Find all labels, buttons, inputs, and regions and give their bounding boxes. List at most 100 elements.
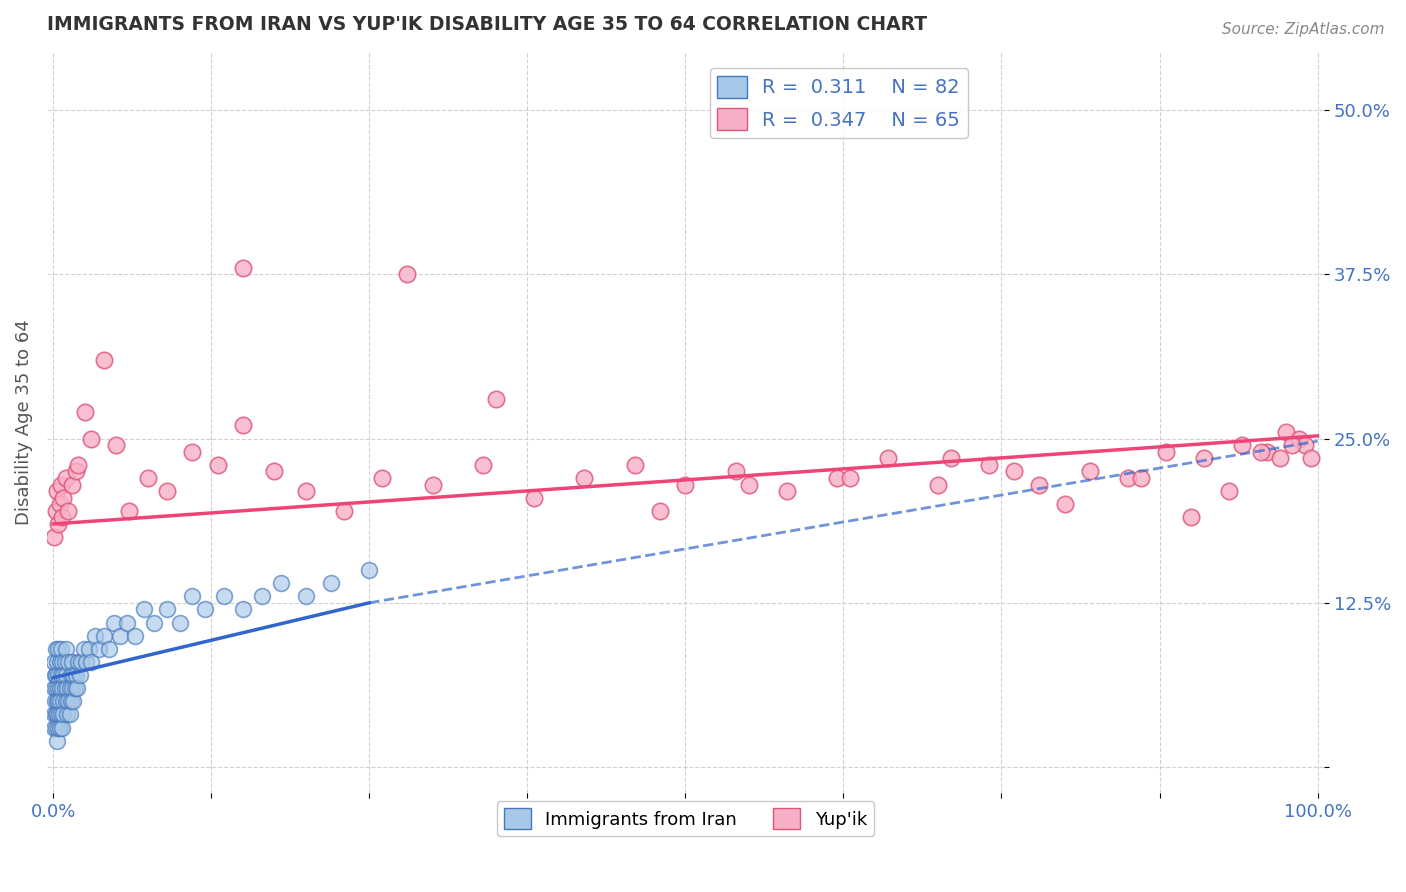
Point	[84, 629, 107, 643]
Point	[927, 477, 949, 491]
Point	[49, 641, 72, 656]
Point	[44, 668, 66, 682]
Point	[93, 629, 115, 643]
Point	[396, 267, 419, 281]
Point	[42, 707, 65, 722]
Point	[60, 681, 83, 696]
Point	[156, 602, 179, 616]
Point	[52, 707, 75, 722]
Point	[48, 707, 70, 722]
Point	[44, 694, 66, 708]
Point	[1002, 464, 1025, 478]
Point	[724, 464, 747, 478]
Point	[212, 589, 235, 603]
Point	[143, 615, 166, 630]
Point	[87, 641, 110, 656]
Point	[181, 589, 204, 603]
Point	[624, 458, 647, 472]
Point	[1301, 451, 1323, 466]
Point	[67, 655, 90, 669]
Point	[51, 655, 73, 669]
Point	[46, 694, 69, 708]
Point	[48, 694, 70, 708]
Point	[49, 668, 72, 682]
Point	[232, 418, 254, 433]
Point	[59, 694, 82, 708]
Point	[1078, 464, 1101, 478]
Point	[44, 681, 66, 696]
Point	[62, 694, 84, 708]
Point	[53, 681, 76, 696]
Point	[75, 655, 97, 669]
Point	[55, 694, 77, 708]
Point	[44, 655, 66, 669]
Point	[1218, 484, 1240, 499]
Point	[472, 458, 495, 472]
Point	[1053, 497, 1076, 511]
Point	[118, 504, 141, 518]
Point	[333, 504, 356, 518]
Point	[1281, 438, 1303, 452]
Point	[55, 641, 77, 656]
Point	[1230, 438, 1253, 452]
Point	[70, 655, 93, 669]
Point	[52, 668, 75, 682]
Point	[1192, 451, 1215, 466]
Point	[46, 681, 69, 696]
Point	[56, 707, 79, 722]
Point	[45, 707, 67, 722]
Point	[97, 641, 120, 656]
Point	[232, 602, 254, 616]
Point	[263, 464, 285, 478]
Point	[58, 655, 80, 669]
Point	[134, 602, 156, 616]
Point	[232, 260, 254, 275]
Point	[250, 589, 273, 603]
Point	[1294, 438, 1316, 452]
Point	[80, 655, 103, 669]
Point	[93, 352, 115, 367]
Point	[69, 668, 91, 682]
Point	[485, 392, 508, 406]
Point	[51, 721, 73, 735]
Point	[103, 615, 125, 630]
Point	[1116, 471, 1139, 485]
Point	[295, 589, 318, 603]
Point	[44, 530, 66, 544]
Point	[55, 471, 77, 485]
Point	[422, 477, 444, 491]
Point	[775, 484, 797, 499]
Point	[46, 516, 69, 531]
Point	[48, 721, 70, 735]
Point	[169, 615, 191, 630]
Point	[359, 563, 381, 577]
Point	[45, 641, 67, 656]
Point	[52, 694, 75, 708]
Point	[59, 681, 82, 696]
Point	[977, 458, 1000, 472]
Point	[45, 721, 67, 735]
Point	[46, 668, 69, 682]
Point	[1028, 477, 1050, 491]
Point	[73, 405, 96, 419]
Point	[105, 438, 128, 452]
Point	[45, 504, 67, 518]
Point	[1180, 510, 1202, 524]
Point	[838, 471, 860, 485]
Point	[46, 484, 69, 499]
Point	[63, 681, 86, 696]
Point	[59, 668, 82, 682]
Point	[53, 655, 76, 669]
Point	[207, 458, 229, 472]
Point	[59, 707, 82, 722]
Point	[46, 694, 69, 708]
Point	[737, 477, 759, 491]
Point	[49, 477, 72, 491]
Point	[115, 615, 138, 630]
Point	[55, 668, 77, 682]
Point	[1154, 444, 1177, 458]
Point	[48, 681, 70, 696]
Point	[1288, 432, 1310, 446]
Point	[52, 491, 75, 505]
Text: Source: ZipAtlas.com: Source: ZipAtlas.com	[1222, 22, 1385, 37]
